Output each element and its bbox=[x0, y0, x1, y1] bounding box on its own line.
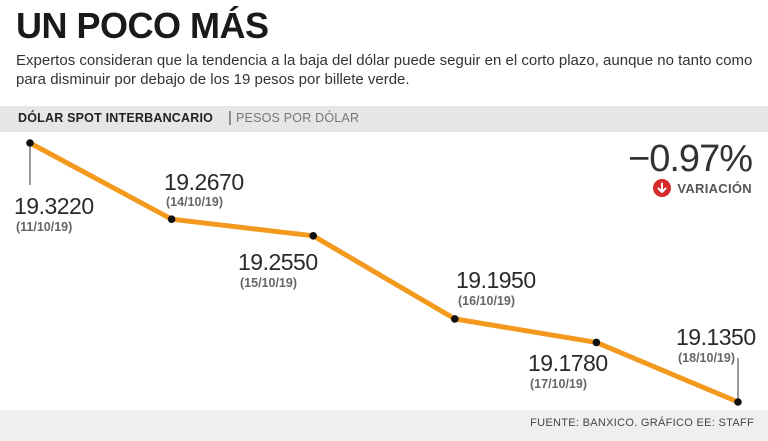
data-point bbox=[734, 398, 742, 406]
x-tick-label: (14/10/19) bbox=[166, 195, 223, 209]
chart-subtitle: Expertos consideran que la tendencia a l… bbox=[16, 52, 753, 88]
arrow-down-circle-icon bbox=[653, 179, 672, 197]
data-point bbox=[309, 231, 318, 240]
variation-indicator: VARIACIÓN bbox=[653, 178, 752, 198]
data-label: 19.1780 bbox=[528, 350, 608, 376]
data-point bbox=[451, 315, 459, 323]
x-tick-label: (11/10/19) bbox=[16, 220, 72, 234]
data-point bbox=[167, 215, 176, 223]
chart-label-band: DÓLAR SPOT INTERBANCARIO | PESOS POR DÓL… bbox=[0, 106, 768, 132]
x-tick-label: (15/10/19) bbox=[240, 276, 297, 290]
x-tick-label: (17/10/19) bbox=[530, 377, 587, 391]
x-tick-label: (16/10/19) bbox=[458, 294, 515, 308]
x-tick-label: (18/10/19) bbox=[678, 351, 735, 365]
data-point bbox=[26, 139, 34, 147]
source-footer: FUENTE: BANXICO. GRÁFICO EE: STAFF bbox=[0, 410, 768, 441]
data-point bbox=[592, 338, 601, 347]
band-separator: | bbox=[228, 109, 232, 126]
variation-label: VARIACIÓN bbox=[677, 180, 752, 196]
unit-label: PESOS POR DÓLAR bbox=[236, 111, 360, 125]
data-label: 19.1950 bbox=[456, 267, 536, 293]
source-note: FUENTE: BANXICO. GRÁFICO EE: STAFF bbox=[530, 417, 754, 429]
data-label: 19.2550 bbox=[238, 249, 318, 275]
series-line bbox=[27, 140, 741, 405]
data-label: 19.3220 bbox=[14, 193, 94, 219]
data-label: 19.2670 bbox=[164, 169, 244, 195]
data-label: 19.1350 bbox=[676, 324, 756, 350]
series-title: DÓLAR SPOT INTERBANCARIO bbox=[18, 111, 214, 125]
variation-value: −0.97% bbox=[628, 138, 753, 180]
page-title: UN POCO MÁS bbox=[16, 5, 269, 46]
